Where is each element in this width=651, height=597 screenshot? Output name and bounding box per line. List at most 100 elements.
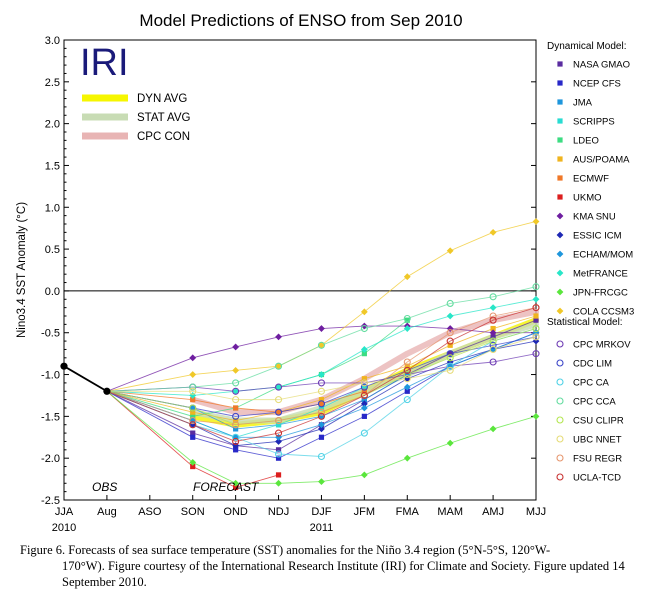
dynamical-legend-title: Dynamical Model: xyxy=(547,41,626,52)
y-tick-label: 0.5 xyxy=(45,244,60,256)
point-cpc-ca xyxy=(317,452,326,461)
x-tick-label: OND xyxy=(223,506,248,518)
x-tick-label: ASO xyxy=(138,506,162,518)
x-tick-label: NDJ xyxy=(268,506,289,518)
point-cpc-mrkov xyxy=(232,387,240,395)
legend-marker-ecmwf xyxy=(557,175,563,181)
y-tick-label: 2.5 xyxy=(45,77,60,89)
legend-marker-fsu-regr xyxy=(556,454,564,462)
legend-marker-nasa-gmao xyxy=(557,61,563,67)
point-cola-ccsm3 xyxy=(532,218,540,225)
point-jma xyxy=(190,405,196,411)
point-ldeo xyxy=(190,413,196,419)
legend-label-cpc-cca: CPC CCA xyxy=(573,397,616,408)
point-ncep-cfs xyxy=(190,434,196,440)
enso-chart: Model Predictions of ENSO from Sep 2010 … xyxy=(16,11,634,534)
legend-label-ucla-tcd: UCLA-TCD xyxy=(573,473,621,484)
point-cpc-ca xyxy=(232,433,240,441)
point-aus-poama xyxy=(318,397,325,403)
legend-marker-ucla-tcd xyxy=(556,473,564,481)
point-nasa-gmao xyxy=(490,334,496,340)
point-nasa-gmao xyxy=(533,317,539,323)
y-tick-label: 2.0 xyxy=(45,119,60,131)
series-fsu-regr xyxy=(106,307,537,426)
point-jpn-frcgc xyxy=(532,412,540,420)
point-csu-clipr xyxy=(532,324,540,333)
logo-iri: IRI xyxy=(80,42,129,84)
x-tick-label: JJA xyxy=(55,506,74,518)
point-ecmwf xyxy=(361,388,367,394)
y-tick-label: 1.5 xyxy=(45,160,60,172)
point-cola-ccsm3 xyxy=(403,273,411,281)
plot-frame xyxy=(63,39,537,501)
point-jpn-frcgc xyxy=(446,439,454,447)
y-tick-label: -2.0 xyxy=(41,453,60,465)
legend-marker-jpn-frcgc xyxy=(556,288,564,296)
point-fsu-regr xyxy=(446,329,454,337)
point-fsu-regr xyxy=(403,358,411,366)
point-echam-mom xyxy=(403,383,411,391)
legend-marker-jma xyxy=(557,99,563,105)
point-cpc-cca xyxy=(274,362,283,370)
point-ecmwf xyxy=(318,401,325,407)
point-ucla-tcd xyxy=(532,304,540,312)
legend-marker-metfrance xyxy=(556,269,564,277)
legend-label-jpn-frcgc: JPN-FRCGC xyxy=(573,288,628,299)
forecast-label: FORECAST xyxy=(193,480,260,494)
x-tick-label: MJJ xyxy=(526,506,546,518)
series-ukmo xyxy=(106,390,279,488)
y-axis-label: Nino3.4 SST Anomaly (°C) xyxy=(16,202,28,338)
point-jma xyxy=(233,426,239,432)
legend-label-kma-snu: KMA SNU xyxy=(573,212,616,223)
legend-marker-ubc-nnet xyxy=(556,435,564,443)
figure-caption: Figure 6. Forecasts of sea surface tempe… xyxy=(20,542,640,590)
point-jpn-frcgc xyxy=(232,479,240,487)
point-cpc-mrkov xyxy=(489,358,497,366)
legend-marker-csu-clipr xyxy=(556,416,564,424)
point-cpc-ca xyxy=(446,362,454,370)
x-tick-label: JFM xyxy=(354,506,375,518)
y-tick-label: -2.5 xyxy=(41,495,60,507)
legend-label-essic-icm: ESSIC ICM xyxy=(573,231,622,242)
x-tick-label: DJF xyxy=(311,506,331,518)
point-metfrance xyxy=(232,387,240,395)
point-aus-poama xyxy=(404,363,410,369)
x-tick-label: Aug xyxy=(97,506,117,518)
point-cola-ccsm3 xyxy=(446,247,454,255)
point-jma xyxy=(318,413,325,419)
point-ukmo xyxy=(275,472,282,478)
point-ucla-tcd xyxy=(189,421,197,429)
legend-marker-ncep-cfs xyxy=(557,80,563,86)
legend-marker-ldeo xyxy=(557,137,563,143)
series-nasa-gmao xyxy=(106,319,537,451)
point-jpn-frcgc xyxy=(489,425,497,433)
series-echam-mom xyxy=(106,332,537,438)
point-cpc-mrkov xyxy=(532,350,540,358)
point-jpn-frcgc xyxy=(189,458,197,466)
statistical-legend-title: Statistical Model: xyxy=(547,317,623,328)
point-ubc-nnet xyxy=(360,379,368,387)
legend-marker-cdc-lim xyxy=(556,359,564,367)
legend-marker-aus-poama xyxy=(557,156,563,162)
point-ucla-tcd xyxy=(274,429,283,437)
legend-label-scripps: SCRIPPS xyxy=(573,117,615,128)
series-metfrance xyxy=(106,298,537,396)
point-ukmo xyxy=(233,484,239,491)
point-cpc-cca xyxy=(232,379,240,387)
legend-marker-ukmo xyxy=(557,194,563,200)
legend-marker-echam-mom xyxy=(556,250,564,258)
point-metfrance xyxy=(318,371,325,378)
point-essic-icm xyxy=(275,438,282,445)
point-kma-snu xyxy=(232,343,240,351)
series-observed xyxy=(63,365,108,393)
point-cola-ccsm3 xyxy=(489,228,497,236)
y-tick-label: 0.0 xyxy=(45,286,60,298)
point-jpn-frcgc xyxy=(360,471,368,479)
point-cdc-lim xyxy=(489,341,497,349)
point-cdc-lim xyxy=(274,408,283,416)
legend-label-nasa-gmao: NASA GMAO xyxy=(573,60,630,71)
point-ubc-nnet xyxy=(489,345,497,354)
legend-marker-kma-snu xyxy=(556,212,564,220)
point-metfrance xyxy=(360,346,368,353)
point-nasa-gmao xyxy=(447,351,453,357)
